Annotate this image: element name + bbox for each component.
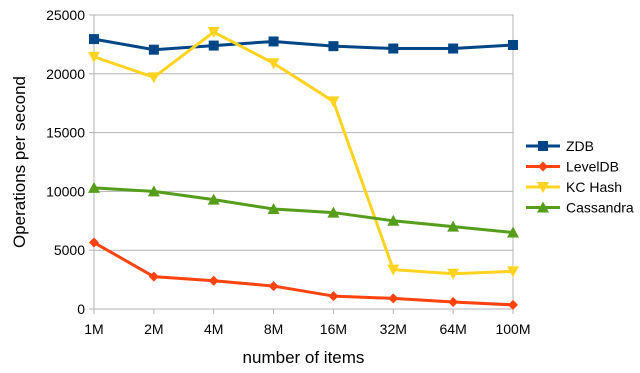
data-point-kc-hash — [507, 266, 519, 278]
data-point-cassandra — [207, 193, 220, 205]
x-axis-ticks: 1M 2M 4M 8M 16M 32M 64M 100M — [84, 309, 531, 337]
data-point-leveldb — [508, 299, 518, 310]
data-point-zdb — [148, 44, 159, 55]
y-tick-label: 10000 — [46, 183, 85, 199]
legend-label: ZDB — [566, 138, 594, 154]
data-point-kc-hash — [387, 264, 400, 276]
data-point-cassandra — [267, 203, 280, 215]
legend-swatch-marker — [537, 182, 549, 193]
data-point-zdb — [508, 39, 518, 50]
series-zdb — [89, 34, 518, 55]
data-point-cassandra — [327, 206, 340, 218]
data-point-kc-hash — [267, 58, 280, 70]
y-tick-label: 20000 — [46, 66, 85, 82]
y-axis-title: Operations per second — [10, 76, 29, 248]
data-point-leveldb — [89, 237, 99, 248]
data-point-cassandra — [147, 185, 160, 197]
y-tick-label: 0 — [77, 301, 85, 317]
data-point-cassandra — [387, 214, 400, 226]
series-line-kc-hash — [93, 30, 514, 276]
series-leveldb — [89, 237, 518, 310]
x-tick-label: 16M — [320, 321, 347, 337]
x-axis-title: number of items — [243, 348, 365, 367]
data-point-cassandra — [88, 181, 100, 193]
legend-label: KC Hash — [566, 179, 622, 195]
series-cassandra — [88, 181, 519, 238]
legend-item-cassandra: Cassandra — [526, 200, 634, 216]
x-tick-label: 4M — [204, 321, 223, 337]
x-tick-label: 1M — [84, 321, 103, 337]
data-point-leveldb — [448, 296, 459, 307]
y-tick-label: 25000 — [46, 7, 85, 23]
data-point-zdb — [89, 34, 99, 45]
plot-area — [93, 14, 514, 310]
x-tick-label: 2M — [144, 321, 163, 337]
data-point-kc-hash — [88, 51, 100, 63]
data-point-zdb — [388, 43, 399, 54]
data-point-kc-hash — [207, 27, 220, 39]
legend-swatch-marker — [537, 201, 549, 213]
legend-label: Cassandra — [566, 200, 634, 216]
data-point-leveldb — [268, 281, 279, 292]
data-point-zdb — [328, 41, 339, 52]
x-tick-label: 32M — [380, 321, 407, 337]
y-tick-label: 5000 — [54, 242, 85, 258]
series-group — [88, 27, 519, 310]
data-point-kc-hash — [447, 268, 460, 280]
y-axis-ticks: 0 5000 10000 15000 20000 25000 — [46, 7, 94, 317]
data-point-cassandra — [507, 226, 519, 238]
data-point-zdb — [268, 36, 279, 47]
legend-item-zdb: ZDB — [526, 138, 594, 154]
legend: ZDB LevelDB KC Hash Cassandra — [526, 138, 634, 216]
data-point-leveldb — [208, 275, 219, 286]
data-point-leveldb — [388, 293, 399, 304]
x-tick-label: 100M — [495, 321, 530, 337]
series-line-cassandra — [93, 186, 514, 235]
legend-swatch-marker — [538, 141, 548, 151]
gridlines — [94, 14, 513, 310]
data-point-leveldb — [148, 271, 159, 282]
legend-item-kc-hash: KC Hash — [526, 179, 622, 195]
legend-item-leveldb: LevelDB — [526, 159, 619, 175]
series-line-zdb — [93, 37, 514, 52]
series-kc-hash — [88, 27, 519, 280]
series-line-leveldb — [93, 241, 514, 307]
y-tick-label: 15000 — [46, 125, 85, 141]
legend-swatch-marker — [538, 161, 548, 172]
data-point-kc-hash — [147, 72, 160, 84]
x-tick-label: 64M — [440, 321, 467, 337]
legend-label: LevelDB — [566, 159, 619, 175]
data-point-zdb — [448, 43, 459, 54]
x-tick-label: 8M — [264, 321, 283, 337]
data-point-zdb — [208, 40, 219, 51]
data-point-cassandra — [447, 220, 460, 232]
data-point-kc-hash — [327, 96, 340, 108]
data-point-leveldb — [328, 291, 339, 302]
